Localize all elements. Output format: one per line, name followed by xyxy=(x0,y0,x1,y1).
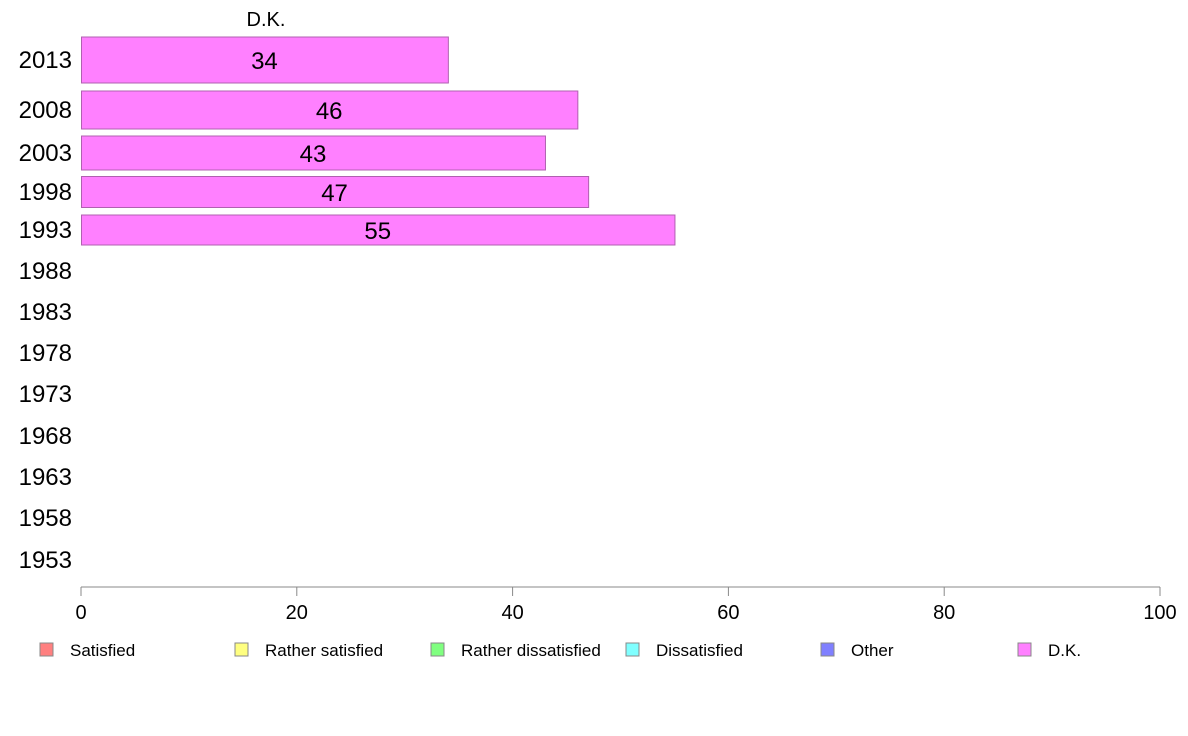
legend-swatch-2 xyxy=(430,642,445,657)
y-tick-label-2008: 2008 xyxy=(19,97,72,124)
y-tick-label-1953: 1953 xyxy=(19,547,72,574)
bar-label-2003: 43 xyxy=(300,141,327,168)
x-tick-label-0: 0 xyxy=(75,602,86,624)
legend-label-1: Rather satisfied xyxy=(265,641,383,660)
y-tick-label-1978: 1978 xyxy=(19,340,72,367)
legend-label-3: Dissatisfied xyxy=(656,641,743,660)
x-axis: 0 20 40 60 80 100 xyxy=(75,586,1177,624)
bar-2008 xyxy=(81,90,579,130)
y-tick-label-1958: 1958 xyxy=(19,505,72,532)
legend-swatch-1 xyxy=(234,642,249,657)
y-tick-label-1963: 1963 xyxy=(19,464,72,491)
legend-swatch-0 xyxy=(39,642,54,657)
bar-data-labels: 34 46 43 47 55 xyxy=(251,48,391,245)
bar-1998 xyxy=(81,176,590,208)
legend: Satisfied Rather satisfied Rather dissatis… xyxy=(39,641,1081,660)
legend-label-5: D.K. xyxy=(1048,641,1081,660)
y-axis-labels: 2013 2008 2003 1998 1993 1988 1983 1978 1973 1968… xyxy=(19,47,72,574)
legend-swatch-4 xyxy=(820,642,835,657)
bar-2013 xyxy=(81,36,449,84)
x-tick-label-60: 60 xyxy=(717,602,739,624)
y-tick-label-2013: 2013 xyxy=(19,47,72,74)
x-tick-label-80: 80 xyxy=(933,602,955,624)
legend-label-2: Rather dissatisfied xyxy=(461,641,601,660)
bar-label-2008: 46 xyxy=(316,98,343,125)
y-tick-label-1983: 1983 xyxy=(19,299,72,326)
bars xyxy=(81,36,676,246)
x-tick-label-20: 20 xyxy=(286,602,308,624)
y-tick-label-1988: 1988 xyxy=(19,258,72,285)
series-title: D.K. xyxy=(247,9,286,31)
bar-label-1998: 47 xyxy=(321,180,348,207)
bar-label-2013: 34 xyxy=(251,48,278,75)
y-tick-label-2003: 2003 xyxy=(19,140,72,167)
bar-label-1993: 55 xyxy=(364,218,391,245)
bar-2003 xyxy=(81,135,546,171)
y-tick-label-1993: 1993 xyxy=(19,217,72,244)
legend-swatch-5 xyxy=(1017,642,1032,657)
y-tick-label-1998: 1998 xyxy=(19,179,72,206)
y-tick-label-1968: 1968 xyxy=(19,423,72,450)
legend-swatch-3 xyxy=(625,642,640,657)
x-tick-label-100: 100 xyxy=(1143,602,1176,624)
y-tick-label-1973: 1973 xyxy=(19,381,72,408)
legend-label-0: Satisfied xyxy=(70,641,135,660)
x-tick-label-40: 40 xyxy=(501,602,523,624)
legend-label-4: Other xyxy=(851,641,894,660)
bar-1993 xyxy=(81,214,676,246)
